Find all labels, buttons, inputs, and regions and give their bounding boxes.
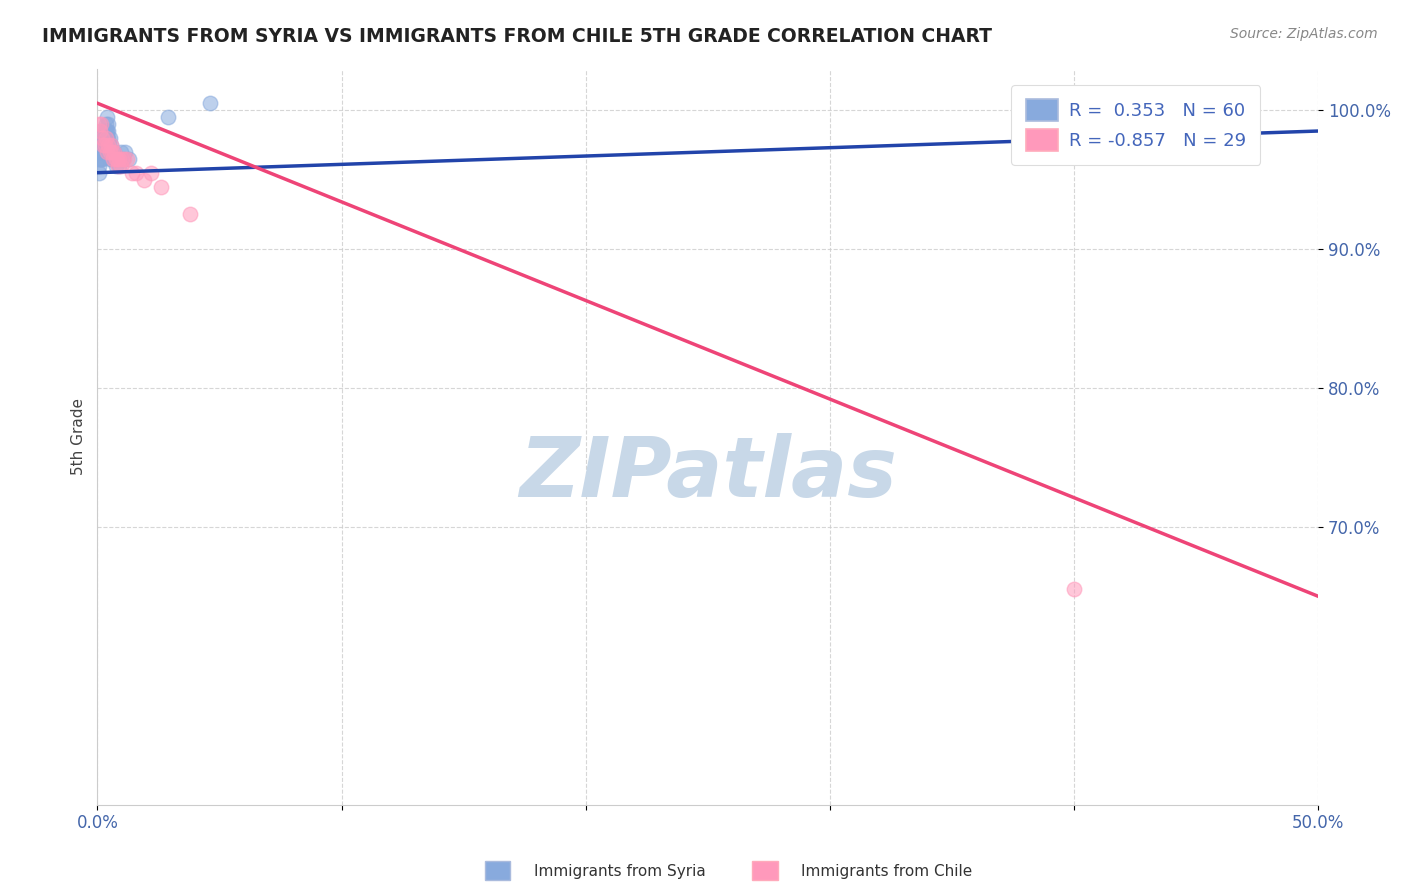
Point	[105, 152, 128, 166]
Point	[93, 145, 115, 159]
Point	[89, 145, 111, 159]
Point	[149, 179, 172, 194]
Point	[93, 137, 115, 152]
Point	[90, 145, 112, 159]
Point	[96, 145, 118, 159]
Point	[125, 166, 148, 180]
Point	[104, 152, 127, 166]
Point	[89, 131, 111, 145]
Point	[96, 110, 118, 124]
Point	[89, 152, 111, 166]
Point	[87, 152, 110, 166]
Point	[100, 137, 122, 152]
Point	[115, 152, 138, 166]
Point	[91, 137, 114, 152]
Point	[93, 137, 115, 152]
Point	[89, 152, 111, 166]
Point	[108, 152, 131, 166]
Point	[96, 124, 118, 138]
Point	[93, 137, 115, 152]
Point	[110, 159, 132, 173]
Point	[111, 152, 134, 166]
Point	[89, 124, 111, 138]
Point	[121, 166, 143, 180]
Point	[91, 145, 114, 159]
Point	[89, 145, 111, 159]
Point	[89, 137, 111, 152]
Point	[91, 145, 114, 159]
Point	[93, 137, 115, 152]
Point	[101, 145, 124, 159]
Point	[97, 137, 120, 152]
Point	[96, 131, 118, 145]
Point	[90, 124, 112, 138]
Point	[1063, 582, 1085, 597]
Point	[100, 145, 122, 159]
Point	[87, 166, 110, 180]
Point	[87, 159, 110, 173]
Point	[103, 145, 125, 159]
Point	[94, 131, 117, 145]
Point	[97, 117, 120, 131]
Point	[94, 124, 117, 138]
Point	[98, 145, 121, 159]
Point	[97, 131, 120, 145]
Point	[139, 166, 162, 180]
Point	[103, 152, 125, 166]
Point	[110, 145, 132, 159]
Point	[112, 152, 135, 166]
Point	[100, 137, 122, 152]
Text: Immigrants from Chile: Immigrants from Chile	[801, 863, 973, 879]
Point	[157, 110, 180, 124]
Point	[91, 131, 114, 145]
Point	[96, 131, 118, 145]
Point	[87, 117, 110, 131]
Point	[94, 137, 117, 152]
Text: ZIPatlas: ZIPatlas	[519, 433, 897, 514]
Point	[103, 145, 125, 159]
Point	[91, 152, 114, 166]
Point	[90, 137, 112, 152]
Point	[94, 131, 117, 145]
Point	[104, 152, 127, 166]
Point	[90, 137, 112, 152]
Point	[94, 117, 117, 131]
Point	[97, 137, 120, 152]
Text: Source: ZipAtlas.com: Source: ZipAtlas.com	[1230, 27, 1378, 41]
Point	[94, 137, 117, 152]
Text: Immigrants from Syria: Immigrants from Syria	[534, 863, 706, 879]
Point	[97, 145, 120, 159]
Point	[101, 152, 124, 166]
Point	[111, 152, 134, 166]
Point	[93, 131, 115, 145]
Point	[198, 96, 221, 111]
Point	[98, 131, 121, 145]
Point	[91, 131, 114, 145]
Point	[108, 159, 131, 173]
Point	[91, 137, 114, 152]
Point	[179, 207, 201, 221]
Y-axis label: 5th Grade: 5th Grade	[72, 398, 86, 475]
Point	[107, 159, 129, 173]
Point	[93, 131, 115, 145]
Point	[97, 124, 120, 138]
Point	[132, 172, 155, 186]
Point	[118, 152, 141, 166]
Point	[105, 159, 128, 173]
Point	[108, 152, 131, 166]
Point	[96, 137, 118, 152]
Point	[94, 124, 117, 138]
Legend: R =  0.353   N = 60, R = -0.857   N = 29: R = 0.353 N = 60, R = -0.857 N = 29	[1011, 85, 1260, 165]
Point	[90, 117, 112, 131]
Point	[93, 137, 115, 152]
Point	[98, 152, 121, 166]
Point	[98, 137, 121, 152]
Point	[114, 145, 136, 159]
Text: IMMIGRANTS FROM SYRIA VS IMMIGRANTS FROM CHILE 5TH GRADE CORRELATION CHART: IMMIGRANTS FROM SYRIA VS IMMIGRANTS FROM…	[42, 27, 993, 45]
Point	[105, 152, 128, 166]
Point	[90, 145, 112, 159]
